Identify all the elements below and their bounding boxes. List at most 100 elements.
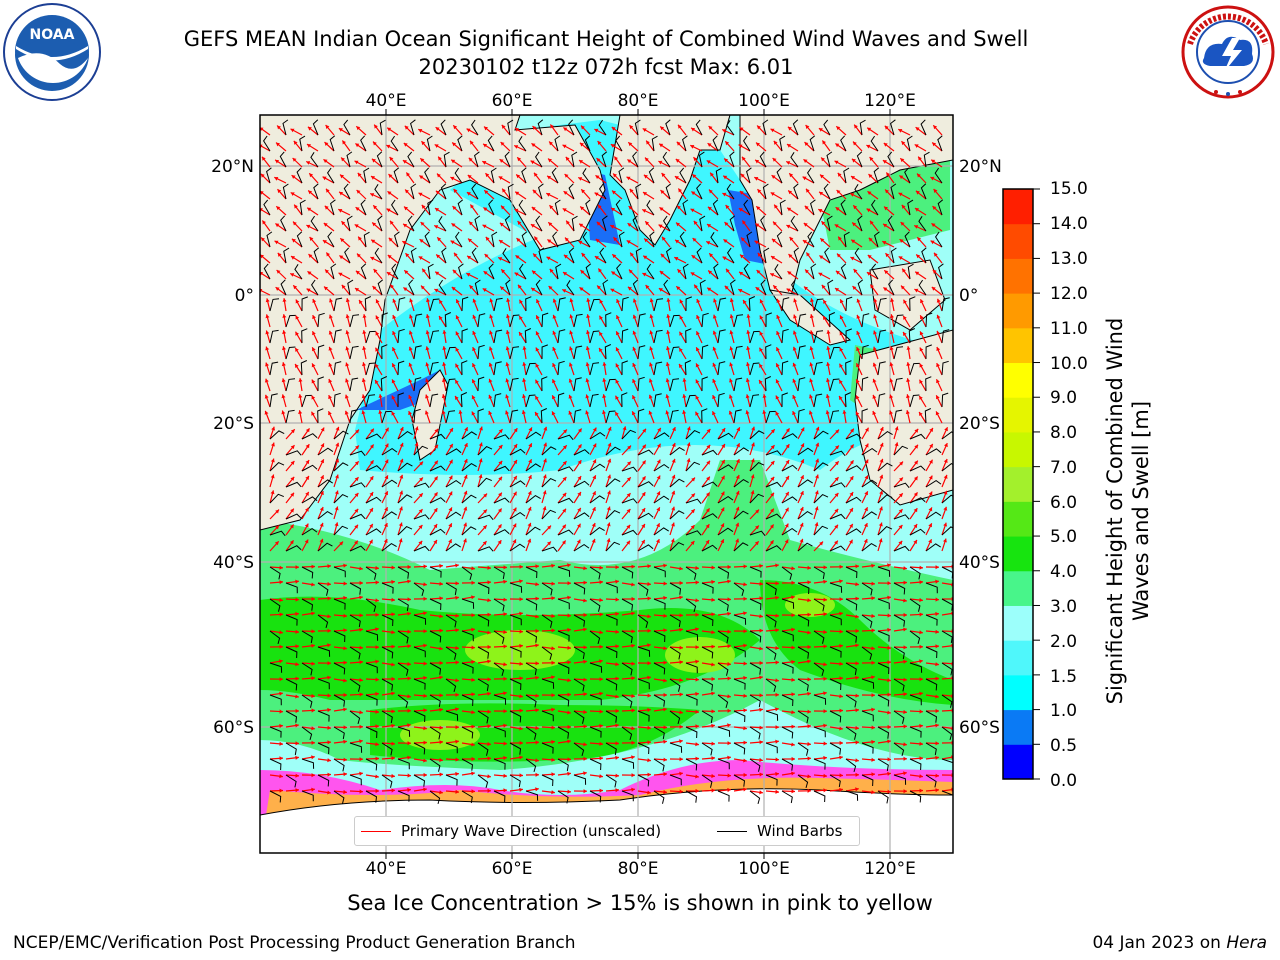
wave-arrow-head [754,240,759,245]
wave-arrow-head [563,272,567,276]
wave-arrow-head [872,394,877,399]
wave-arrow-head [483,493,487,498]
wind-barb [505,279,511,296]
wind-barb [909,362,920,376]
wind-barb [429,433,446,440]
wave-arrow-head [791,710,795,715]
wind-barb [813,566,825,580]
wind-barb [890,183,897,200]
wave-arrow-head [322,176,327,181]
wind-barb [477,344,485,360]
wave-arrow-head [649,330,654,335]
wave-arrow-head [311,755,315,760]
wave-arrow-head [434,144,439,148]
wave-arrow-head [770,524,774,529]
wind-barb [743,199,751,216]
wave-arrow-head [746,314,751,318]
wave-arrow-head [641,539,645,544]
wave-arrow-head [871,725,875,730]
wave-arrow-head [276,270,281,274]
wind-barb [557,694,570,707]
wind-barb [637,646,651,657]
wave-arrow-head [914,444,918,449]
wave-arrow-head [658,224,663,229]
wave-arrow-head [807,724,811,729]
wave-arrow-head [789,237,794,241]
wave-arrow-head [320,459,324,464]
wind-barb [877,329,887,344]
wave-arrow-head [449,428,453,432]
wind-barb [525,662,537,676]
wave-arrow-head [643,255,648,260]
wind-barb [410,247,417,264]
wind-barb [541,312,549,328]
wave-arrow-head [770,492,774,497]
wind-barb [317,312,325,328]
wind-barb [445,710,459,721]
wave-arrow-head [663,789,667,795]
wind-barb [877,494,893,504]
wind-barb [445,678,457,693]
wind-barb [333,758,345,772]
wave-arrow-head [596,158,601,162]
wave-arrow-head [372,286,377,290]
wind-barb [941,431,953,440]
wave-arrow-head [690,208,695,213]
wind-barb [557,392,565,408]
wind-barb [344,247,351,264]
wind-barb [893,710,905,724]
wave-arrow-head [369,523,373,528]
wave-arrow-head [281,410,286,415]
wave-arrow-head [679,331,683,336]
wave-arrow-head [932,142,937,147]
lon-label-bottom: 80°E [618,859,659,879]
wind-barb [685,328,692,344]
wind-barb [797,345,806,360]
wave-arrow-head [375,565,379,571]
wave-arrow-head [499,240,503,244]
wind-barb [749,462,765,472]
wind-barb [589,495,605,504]
wave-arrow-head [919,612,923,617]
wind-barb [925,646,938,659]
wind-barb [471,183,479,200]
wind-barb [573,646,585,660]
wave-arrow-head [903,315,907,320]
wind-barb [823,119,831,136]
wind-barb [573,678,585,692]
wave-arrow-head [583,771,587,776]
wind-barb [282,119,289,136]
wind-barb [493,630,505,644]
wave-arrow-head [503,597,507,602]
wind-barb [509,582,523,593]
wind-barb [605,582,618,594]
wave-arrow-head [458,410,463,414]
wind-barb [698,151,705,168]
wave-arrow-head [814,522,819,527]
wave-arrow-head [568,410,573,415]
wave-arrow-head [759,790,763,795]
wind-barb [653,694,666,707]
wave-arrow-head [679,613,683,618]
colorbar-segment [1003,709,1033,745]
wave-arrow-head [503,773,507,778]
wave-arrow-head [943,474,948,479]
wave-arrow-head [311,629,315,634]
wind-barb [381,542,397,552]
wave-arrow-head [631,661,635,666]
wind-barb [824,247,831,264]
wind-barb [665,183,672,200]
wind-barb [365,598,377,613]
wave-arrow-head [355,143,360,148]
wave-arrow-head [464,427,468,432]
wind-barb [349,710,361,725]
wind-barb [424,167,431,184]
wave-arrow-head [706,476,710,481]
wave-arrow-head [528,427,533,432]
wind-barb [525,296,532,312]
wave-arrow-head [407,579,411,584]
wave-arrow-head [727,644,731,649]
wind-barb [410,183,417,200]
wave-arrow-head [463,474,468,479]
wave-arrow-head [814,490,819,495]
